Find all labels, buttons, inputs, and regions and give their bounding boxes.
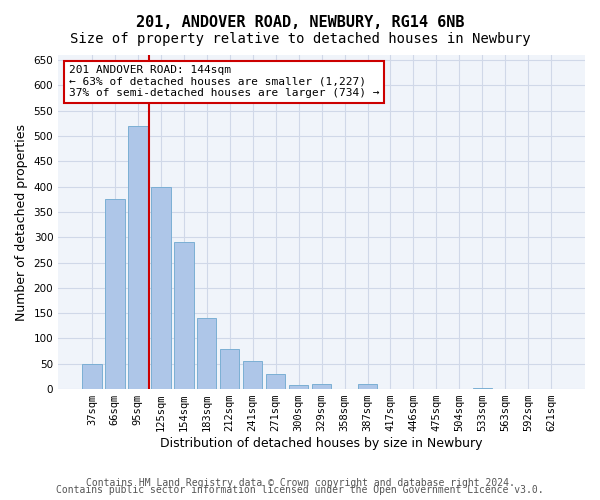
Text: 201, ANDOVER ROAD, NEWBURY, RG14 6NB: 201, ANDOVER ROAD, NEWBURY, RG14 6NB bbox=[136, 15, 464, 30]
Text: Size of property relative to detached houses in Newbury: Size of property relative to detached ho… bbox=[70, 32, 530, 46]
Text: 201 ANDOVER ROAD: 144sqm
← 63% of detached houses are smaller (1,227)
37% of sem: 201 ANDOVER ROAD: 144sqm ← 63% of detach… bbox=[69, 65, 379, 98]
X-axis label: Distribution of detached houses by size in Newbury: Distribution of detached houses by size … bbox=[160, 437, 483, 450]
Bar bbox=[358, 384, 377, 389]
Bar bbox=[312, 384, 331, 389]
Bar bbox=[174, 242, 194, 389]
Y-axis label: Number of detached properties: Number of detached properties bbox=[15, 124, 28, 320]
Text: Contains HM Land Registry data © Crown copyright and database right 2024.: Contains HM Land Registry data © Crown c… bbox=[86, 478, 514, 488]
Text: Contains public sector information licensed under the Open Government Licence v3: Contains public sector information licen… bbox=[56, 485, 544, 495]
Bar bbox=[473, 388, 492, 389]
Bar bbox=[105, 200, 125, 389]
Bar bbox=[220, 348, 239, 389]
Bar bbox=[197, 318, 217, 389]
Bar bbox=[289, 385, 308, 389]
Bar bbox=[151, 186, 170, 389]
Bar bbox=[82, 364, 101, 389]
Bar bbox=[266, 374, 286, 389]
Bar bbox=[243, 361, 262, 389]
Bar bbox=[128, 126, 148, 389]
